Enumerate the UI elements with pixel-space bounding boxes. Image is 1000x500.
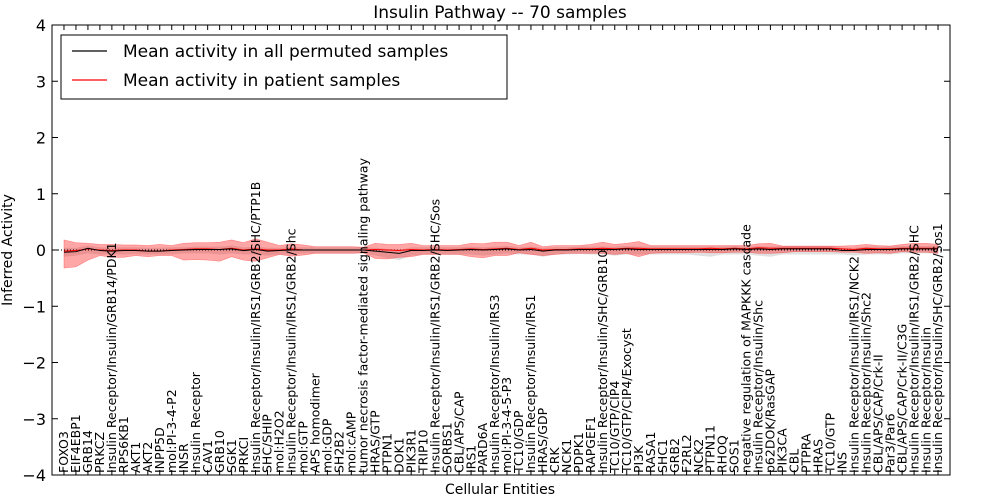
- x-category-label: INSR: [176, 443, 191, 473]
- x-category-label: F2RL2: [679, 434, 694, 473]
- permuted-mean-line: [63, 247, 939, 254]
- x-category-label: GRB2: [667, 438, 682, 473]
- x-category-label: Insulin Receptor/Insulin/SHC/GRB10: [595, 250, 610, 473]
- x-category-label: INPP5D: [152, 427, 167, 473]
- plot-area: [52, 25, 950, 475]
- x-category-label: SHC1: [655, 439, 670, 473]
- x-category-label: mol:cAMP: [344, 411, 359, 473]
- x-category-label: GRB14: [80, 430, 95, 473]
- x-category-label: PTPN11: [703, 425, 718, 473]
- x-category-label: RAPGEF1: [583, 416, 598, 473]
- x-category-label: INS: [834, 452, 849, 473]
- x-category-label: Par3/Par6: [882, 413, 897, 473]
- x-category-label: Insulin Receptor/Insulin/IRS3: [487, 295, 502, 473]
- y-tick-label: −1: [22, 297, 46, 316]
- x-category-label: RHOQ: [715, 435, 730, 473]
- chart-title: Insulin Pathway -- 70 samples: [373, 3, 627, 23]
- x-category-label: SORBS1: [439, 422, 454, 473]
- y-tick-label: 4: [36, 16, 46, 35]
- legend: Mean activity in all permuted samples Me…: [60, 34, 508, 100]
- legend-label-patient: Mean activity in patient samples: [123, 71, 400, 91]
- x-category-label: PIK3R1: [403, 429, 418, 473]
- x-category-label: PDPK1: [571, 432, 586, 473]
- x-category-label: SGK1: [224, 439, 239, 473]
- x-category-label: Insulin Receptor: [188, 371, 203, 473]
- y-tick-label: 2: [36, 129, 46, 148]
- x-category-label: TC10/GTP/CIP4: [607, 381, 622, 474]
- x-category-label: EIF4EBP1: [68, 414, 83, 473]
- x-category-label: CRK: [547, 447, 562, 473]
- x-category-label: Insulin Receptor/Insulin/IRS1/GRB2/Shc: [284, 228, 299, 473]
- x-category-label: TRIP10: [415, 430, 430, 474]
- x-category-label: CBL: [787, 449, 802, 473]
- x-category-label: Insulin Receptor/Insulin/IRS1/GRB2/SHC/S…: [427, 199, 442, 473]
- x-category-label: Insulin Receptor/Insulin/IRS1/GRB2/SHC/P…: [248, 182, 263, 473]
- x-category-label: Insulin Receptor/Insulin/IRS1/GRB2/SHC: [906, 225, 921, 473]
- y-tick-label: −2: [22, 354, 46, 373]
- x-category-label: RPS6KB1: [116, 416, 131, 473]
- x-category-label: Insulin Receptor/Insulin/IRS1/NCK2: [846, 256, 861, 473]
- y-axis-label: Inferred Activity: [0, 194, 16, 306]
- x-category-label: HRAS/GDP: [535, 407, 550, 473]
- legend-box: [60, 34, 508, 100]
- x-category-label: NCK1: [559, 439, 574, 473]
- x-category-label: APS homodimer: [308, 372, 323, 473]
- x-category-label: mol:H2O2: [272, 410, 287, 473]
- y-tick-label: 3: [36, 72, 46, 91]
- x-category-label: PARD6A: [475, 422, 490, 473]
- x-category-label: Insulin Receptor/Insulin/SHC/GRB2/Sos1: [930, 223, 945, 473]
- x-category-label: Insulin Receptor/Insulin/Shc2: [858, 292, 873, 473]
- y-tick-label: 0: [36, 241, 46, 260]
- patient-band: [63, 238, 939, 269]
- x-category-label: TC10/GDP: [511, 410, 526, 474]
- y-tick-label: 1: [36, 185, 46, 204]
- x-category-label: IRS1: [463, 445, 478, 473]
- x-category-label: PIK3CA: [775, 428, 790, 473]
- x-category-label: DOK1: [391, 437, 406, 473]
- x-category-label: CAV1: [200, 440, 215, 473]
- x-category-label: CBL/APS/CAP/Crk-II/C3G: [894, 324, 909, 473]
- x-category-label: CBL/APS/CAP/Crk-II: [870, 354, 885, 473]
- x-category-label: PI3K: [631, 445, 646, 473]
- y-tick-label: −3: [22, 410, 46, 429]
- y-tick-label: −4: [22, 466, 46, 485]
- x-category-label: SHC/SHIP: [260, 414, 275, 473]
- x-category-label: HRAS: [810, 439, 825, 473]
- x-axis-label: Cellular Entities: [445, 482, 555, 498]
- x-category-label: mol:GDP: [320, 418, 335, 473]
- x-category-label: AKT1: [128, 442, 143, 473]
- x-category-label: TC10/GTP/CIP4/Exocyst: [619, 328, 634, 474]
- x-category-label: p62DOK/RasGAP: [763, 368, 778, 473]
- x-category-label: AKT2: [140, 442, 155, 473]
- x-category-label: PTPN1: [379, 433, 394, 473]
- x-category-label: SH2B2: [332, 431, 347, 473]
- x-category-label: tumor necrosis factor-mediated signaling…: [356, 157, 371, 473]
- x-category-label: GRB10: [212, 430, 227, 473]
- x-category-label: PRKCZ: [92, 432, 107, 473]
- x-category-label: HRAS/GTP: [367, 410, 382, 473]
- x-category-label: mol:PI-3-4-5-P3: [499, 377, 514, 473]
- x-category-label: SOS1: [727, 439, 742, 473]
- x-category-label: PTPRA: [799, 433, 814, 473]
- x-category-label: CBL/APS/CAP: [451, 391, 466, 473]
- x-category-label: PRKCI: [236, 437, 251, 473]
- x-category-label: FOXO3: [56, 431, 71, 473]
- x-category-label: RASA1: [643, 432, 658, 473]
- legend-label-permuted: Mean activity in all permuted samples: [123, 42, 448, 62]
- x-category-label: TC10/GTP: [822, 412, 837, 474]
- x-category-label: Insulin Receptor/Insulin/GRB14/PDK1: [104, 242, 119, 473]
- x-category-label: negative regulation of MAPKKK cascade: [739, 224, 754, 473]
- x-category-label: NCK2: [691, 439, 706, 473]
- x-category-label: Insulin Receptor/Insulin/Shc: [751, 300, 766, 473]
- x-category-label: mol:GTP: [296, 421, 311, 473]
- x-category-label: mol:PI-3-4-P2: [164, 389, 179, 473]
- x-category-label: Insulin Receptor/Insulin: [918, 327, 933, 473]
- x-category-label: Insulin Receptor/Insulin/IRS1: [523, 295, 538, 473]
